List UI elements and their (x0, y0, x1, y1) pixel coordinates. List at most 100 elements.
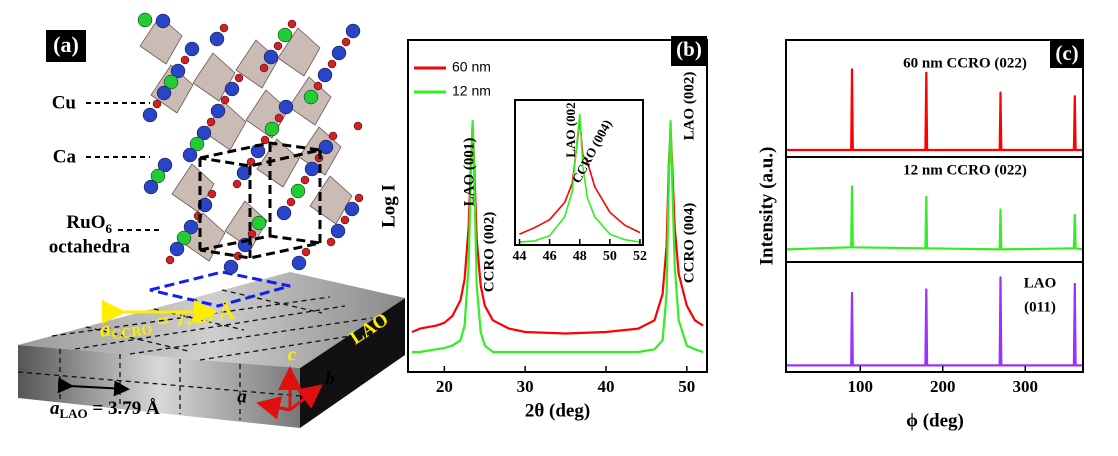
atom (189, 136, 205, 152)
annotation: CCRO (002) (481, 212, 497, 292)
y-axis-label: Intensity (a.u.) (756, 147, 777, 266)
atom (278, 99, 294, 115)
ruo6-label: RuO6 (66, 212, 112, 236)
legend-label: 60 nm (452, 59, 491, 75)
atom (327, 59, 337, 69)
x-tick-label: 100 (848, 377, 874, 396)
x-tick-label: 48 (573, 249, 587, 264)
x-tick-label: 20 (436, 377, 453, 396)
octahedron (277, 27, 321, 77)
atom (286, 197, 296, 207)
atom (345, 23, 361, 39)
atom (232, 179, 242, 189)
atom (220, 95, 230, 105)
atom (196, 125, 212, 141)
x-tick-label: 30 (517, 377, 534, 396)
atom (273, 41, 283, 51)
atom (260, 135, 270, 145)
atom (264, 121, 280, 137)
annotation: LAO (001) (461, 138, 477, 207)
atom (303, 89, 319, 105)
a-lao-label: aLAO = 3.79 Å (50, 398, 160, 421)
ca-label: Ca (53, 146, 77, 167)
x-axis-label: ϕ (deg) (906, 410, 964, 431)
data-line (785, 185, 1084, 251)
atom (219, 23, 229, 33)
atom (331, 45, 347, 61)
data-line (519, 113, 641, 243)
atom (250, 143, 266, 159)
x-tick-label: 50 (678, 377, 695, 396)
atom (150, 168, 166, 184)
cu-label: Cu (52, 92, 77, 113)
label-box (46, 30, 86, 62)
atom (165, 255, 175, 265)
x-tick-label: 200 (930, 377, 956, 396)
x-tick-label: 52 (633, 249, 647, 264)
annotation: 60 nm CCRO (022) (903, 55, 1027, 71)
x-tick-label: 46 (543, 249, 557, 264)
plot-frame (407, 39, 708, 373)
a-rest: = 3.79 Å (88, 398, 160, 419)
x-tick-label: 300 (1013, 377, 1039, 396)
atom (209, 31, 225, 47)
panel-label: (a) (53, 32, 79, 57)
octahedron (256, 138, 300, 188)
atom (152, 99, 162, 109)
substrate (17, 270, 405, 428)
atom (340, 215, 350, 225)
atom (143, 179, 159, 195)
y-axis-label: Log I (378, 184, 399, 228)
atom (155, 13, 171, 29)
atom (344, 201, 360, 217)
a-sub: CCRO (111, 323, 154, 344)
atom (276, 205, 292, 221)
octahedron (192, 52, 236, 102)
atom (330, 223, 346, 239)
atom (182, 147, 198, 163)
atom (142, 107, 158, 123)
unit-cell (198, 141, 322, 260)
octahedra-label: octahedra (49, 236, 131, 257)
atom (300, 175, 310, 185)
atom (290, 183, 306, 199)
a-sub: LAO (60, 406, 88, 421)
label-box (1050, 40, 1084, 68)
atom (313, 81, 323, 91)
data-line (786, 276, 1083, 367)
plot-frame (785, 261, 1084, 373)
atom (263, 49, 279, 65)
x-axis-label: 2θ (deg) (525, 400, 590, 421)
octahedron (139, 15, 183, 65)
atom (326, 237, 336, 247)
atom (176, 230, 192, 246)
atom (234, 73, 244, 83)
annotation: LAO (002 (563, 102, 578, 157)
atom (291, 255, 307, 271)
label-leaders (86, 102, 160, 231)
atom (277, 27, 293, 43)
annotation: LAO (1024, 275, 1057, 291)
atom (157, 157, 173, 173)
label-box (671, 36, 707, 66)
panel-label: (c) (1055, 41, 1078, 65)
atom (156, 85, 172, 101)
atom (301, 247, 311, 257)
atom (354, 193, 364, 203)
atom (274, 113, 284, 123)
x-tick-label: 40 (597, 377, 614, 396)
annotation: LAO (002) (681, 72, 697, 141)
atom (163, 74, 179, 90)
annotation: CCRO (004) (681, 203, 697, 283)
data-line (412, 120, 704, 354)
atom (137, 12, 153, 28)
atom (184, 41, 200, 57)
atom (287, 19, 297, 29)
ruo6-text: RuO (66, 212, 105, 233)
annotation: (011) (1024, 299, 1056, 315)
atom (259, 63, 269, 73)
x-tick-label: 44 (513, 249, 527, 264)
legend-label: 12 nm (452, 83, 491, 99)
atom (170, 63, 186, 79)
